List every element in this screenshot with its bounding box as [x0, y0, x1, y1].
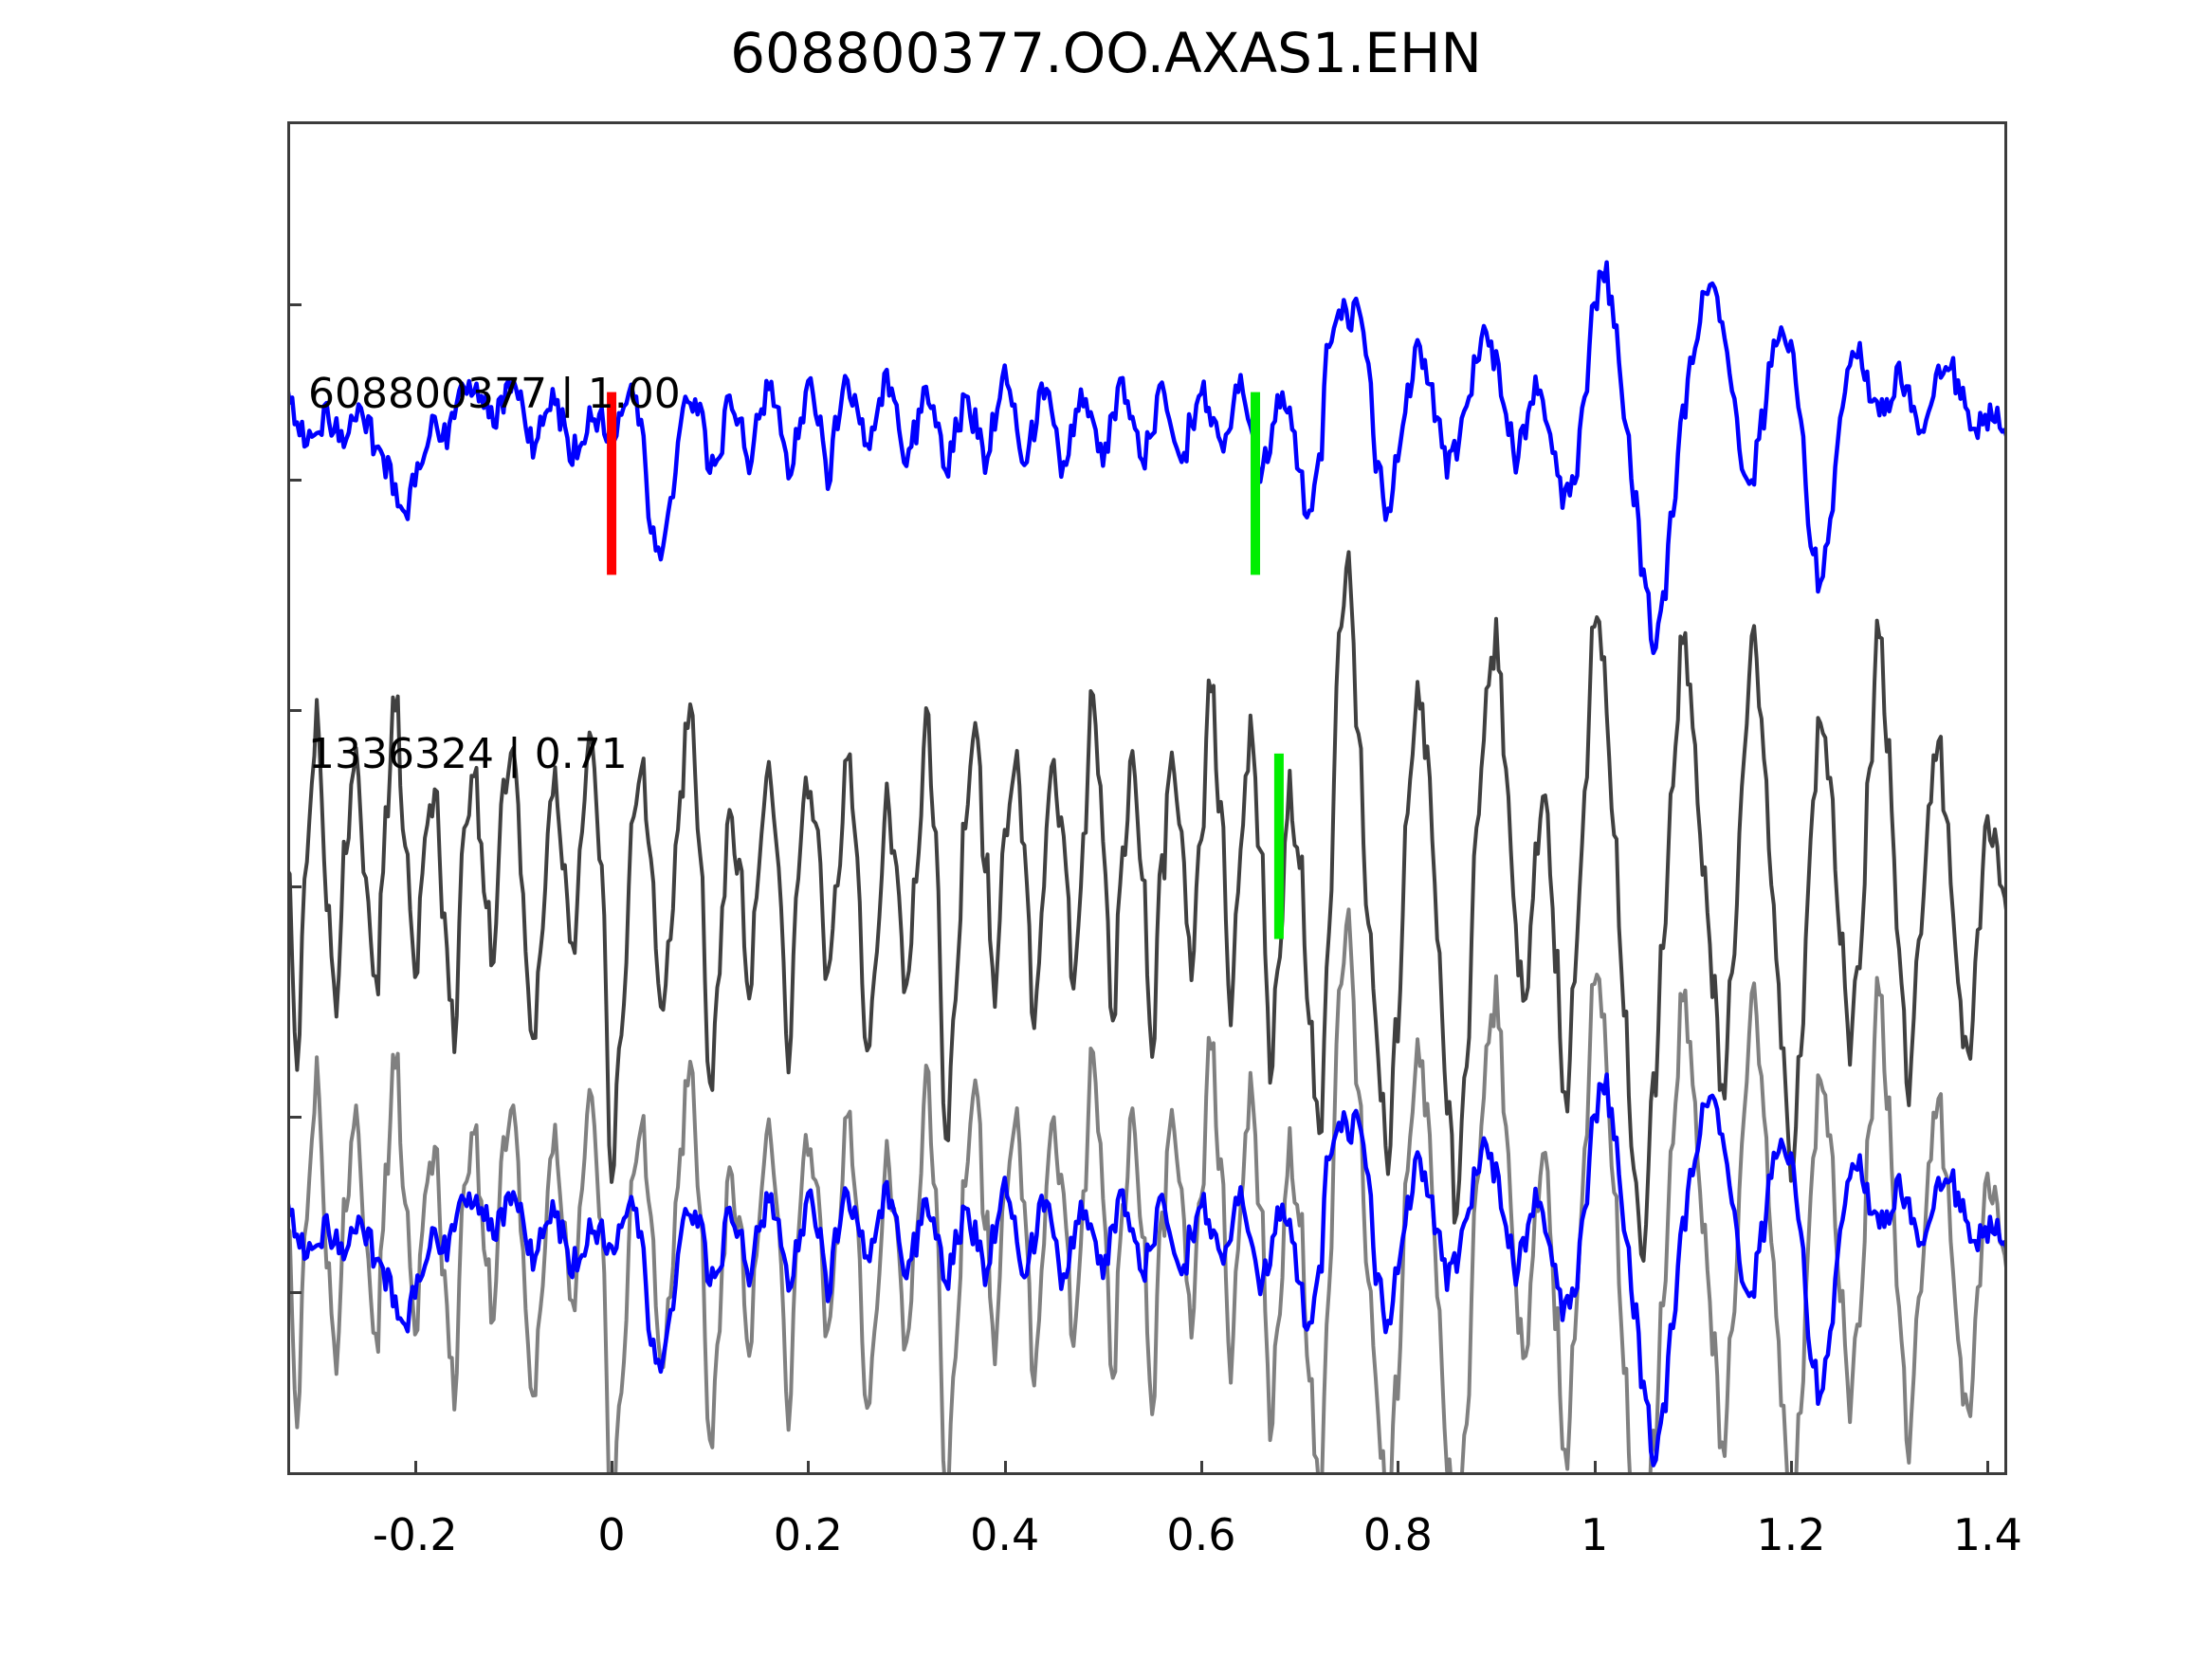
x-tick-mark — [413, 1461, 417, 1475]
y-tick-mark — [287, 1291, 302, 1295]
x-tick-mark — [1200, 1461, 1203, 1475]
x-tick-mark — [1789, 1461, 1793, 1475]
page-title: 608800377.OO.AXAS1.EHN — [730, 21, 1482, 85]
y-tick-mark — [287, 302, 302, 306]
pick-marker-p-template — [607, 392, 617, 575]
pick-marker-s-template — [1251, 392, 1261, 575]
x-tick-mark — [1003, 1461, 1007, 1475]
pick-marker-s-detection — [1273, 753, 1284, 939]
waveform-overlay-template-trace — [287, 1072, 2007, 1468]
waveform-template-trace — [287, 260, 2007, 656]
waveform-canvas — [287, 260, 2007, 1475]
waveform-detection-trace — [287, 550, 2007, 1263]
trace-label-detection: 1336324 | 0.71 — [308, 730, 628, 778]
waveform-overlay-detection-trace — [287, 907, 2007, 1475]
x-tick-mark — [807, 1461, 811, 1475]
x-tick-label: 1.2 — [1756, 1509, 1826, 1560]
x-tick-label: 1.4 — [1952, 1509, 2022, 1560]
x-tick-label: 0 — [597, 1509, 626, 1560]
x-tick-mark — [1593, 1461, 1597, 1475]
x-tick-label: 0.8 — [1362, 1509, 1433, 1560]
x-tick-label: 1 — [1580, 1509, 1609, 1560]
y-tick-mark — [287, 709, 302, 713]
x-tick-label: 0.6 — [1166, 1509, 1236, 1560]
x-tick-label: 0.2 — [773, 1509, 843, 1560]
y-tick-mark — [287, 479, 302, 483]
x-tick-label: 0.4 — [970, 1509, 1040, 1560]
x-tick-mark — [1986, 1461, 1990, 1475]
x-tick-mark — [611, 1461, 614, 1475]
y-tick-mark — [287, 884, 302, 888]
trace-label-template: 608800377 | 1.00 — [308, 370, 681, 418]
plot-area: 608800377 | 1.00 1336324 | 0.71 — [287, 121, 2007, 1475]
x-tick-mark — [1397, 1461, 1400, 1475]
y-tick-mark — [287, 1115, 302, 1119]
x-tick-label: -0.2 — [372, 1509, 458, 1560]
